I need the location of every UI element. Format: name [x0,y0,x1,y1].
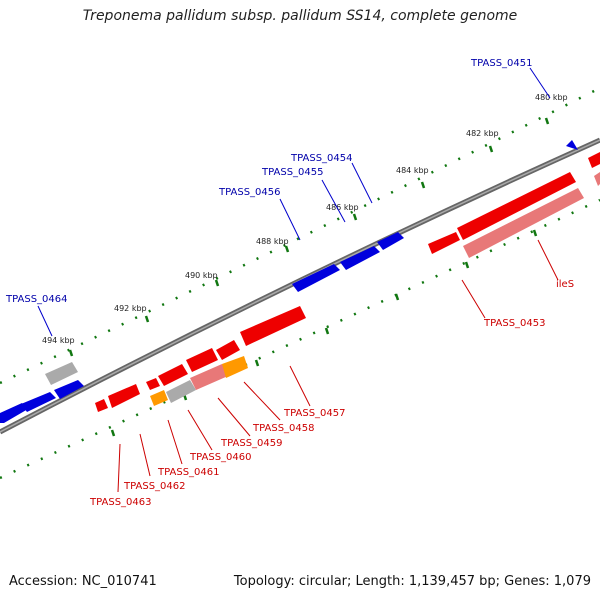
gene-label: TPASS_0456 [218,187,280,198]
gene-label: TPASS_0464 [5,294,67,305]
reverse-labels: TPASS_0453 ileS TPASS_0457 TPASS_0458 TP… [89,279,574,508]
tick-mark [488,145,494,153]
gene-arrow [146,378,160,390]
gene-arrow [588,152,600,168]
leader-reverse [461,279,486,319]
leader-reverse [217,397,251,437]
tick-mark [352,213,358,221]
scale-label: 480 kbp [535,93,568,102]
tick-mark [324,327,330,335]
gene-box [45,362,78,385]
tick-mark [254,359,260,367]
gene-label: TPASS_0459 [220,438,282,449]
gene-label: TPASS_0462 [123,481,185,492]
reverse-genes [95,152,600,412]
scale-labels: 480 kbp 482 kbp 484 kbp 486 kbp 488 kbp … [42,93,568,345]
tick-mark [464,261,470,269]
gene-arrow [0,403,28,423]
leader-reverse [167,419,183,465]
gene-label: TPASS_0454 [290,153,352,164]
gene-arrow [377,232,404,250]
grey-genes [45,362,196,403]
tick-mark [110,429,116,437]
leader-forward [351,162,373,204]
map-title: Treponema pallidum subsp. pallidum SS14,… [82,8,518,24]
inner-tick-track [0,198,600,480]
leader-lines [37,67,559,493]
leader-reverse [289,365,311,407]
leader-forward [37,305,53,337]
leader-reverse [537,239,559,281]
gene-label: TPASS_0460 [189,452,251,463]
gene-arrow [186,348,218,372]
tick-mark [394,293,400,301]
gene-label: TPASS_0458 [252,423,314,434]
gene-label: TPASS_0461 [157,467,219,478]
tick-mark [284,245,290,253]
gene-label: TPASS_0457 [283,408,345,419]
scale-label: 492 kbp [114,304,147,313]
gene-box [190,364,228,390]
scale-label: 488 kbp [256,237,289,246]
forward-genes [0,140,578,423]
orange-genes [150,356,248,406]
gene-label: ileS [556,279,574,290]
tick-mark [144,315,150,323]
gene-arrow [340,246,380,270]
leader-forward [529,67,551,99]
gene-label: TPASS_0463 [89,497,151,508]
leader-reverse [139,433,151,477]
gene-box [166,380,196,403]
gene-label: TPASS_0455 [261,167,323,178]
genome-summary-text: Topology: circular; Length: 1,139,457 bp… [233,574,591,589]
leader-reverse [117,443,121,493]
forward-labels: TPASS_0451 TPASS_0454 TPASS_0455 TPASS_0… [5,58,532,305]
inner-dots [0,198,600,480]
scale-label: 490 kbp [185,271,218,280]
major-ticks [68,117,550,357]
tick-mark [532,229,538,237]
gene-arrow [240,306,306,346]
inner-major-ticks [110,229,538,437]
gene-box [222,356,248,378]
gene-arrow [54,380,84,399]
gene-label: TPASS_0451 [470,58,532,69]
gene-box [463,188,584,258]
tick-mark [420,181,426,189]
scale-label: 482 kbp [466,129,499,138]
gene-arrow [108,384,140,408]
tick-mark [68,349,74,357]
gene-arrow [158,364,188,386]
tick-mark [544,117,550,125]
gene-arrow [21,392,56,412]
tick-mark [214,279,220,287]
gene-arrow [95,399,108,412]
light-red-genes [190,172,600,390]
gene-box [594,172,600,186]
gene-arrow [428,232,460,254]
gene-box [150,390,168,406]
scale-label: 486 kbp [326,203,359,212]
leader-forward [279,198,301,241]
accession-text: Accession: NC_010741 [9,574,157,589]
scale-label: 484 kbp [396,166,429,175]
gene-arrow [292,264,340,292]
scale-label: 494 kbp [42,336,75,345]
gene-arrow [566,140,578,150]
leader-forward [321,179,346,223]
gene-arrow [457,172,576,240]
gene-arrow [216,340,240,360]
leader-reverse [243,381,281,421]
gene-label: TPASS_0453 [483,318,545,329]
leader-reverse [187,409,213,451]
